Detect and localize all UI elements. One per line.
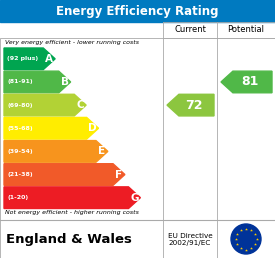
Text: (92 plus): (92 plus) bbox=[7, 56, 38, 61]
Polygon shape bbox=[4, 164, 125, 185]
Polygon shape bbox=[4, 48, 55, 70]
Polygon shape bbox=[167, 94, 214, 116]
Bar bbox=[0, 0, 275, 22]
Polygon shape bbox=[4, 141, 108, 162]
Text: (39-54): (39-54) bbox=[7, 149, 33, 154]
Text: E: E bbox=[98, 146, 105, 156]
Text: Current: Current bbox=[174, 26, 206, 35]
Text: 72: 72 bbox=[185, 99, 203, 112]
Text: Potential: Potential bbox=[227, 26, 265, 35]
Bar bbox=[0, 220, 275, 258]
Text: (21-38): (21-38) bbox=[7, 172, 33, 177]
Text: C: C bbox=[76, 100, 84, 110]
Text: 81: 81 bbox=[241, 75, 259, 88]
Polygon shape bbox=[221, 71, 272, 93]
Text: F: F bbox=[116, 170, 122, 180]
Text: Not energy efficient - higher running costs: Not energy efficient - higher running co… bbox=[5, 210, 139, 215]
Bar bbox=[0, 38, 275, 220]
Text: EU Directive
2002/91/EC: EU Directive 2002/91/EC bbox=[168, 232, 212, 246]
Text: (1-20): (1-20) bbox=[7, 195, 28, 200]
Text: England & Wales: England & Wales bbox=[6, 232, 132, 246]
Text: Very energy efficient - lower running costs: Very energy efficient - lower running co… bbox=[5, 40, 139, 45]
Polygon shape bbox=[4, 94, 86, 116]
Bar bbox=[163, 22, 275, 38]
Text: G: G bbox=[130, 193, 139, 203]
Text: Energy Efficiency Rating: Energy Efficiency Rating bbox=[56, 4, 219, 18]
Text: (69-80): (69-80) bbox=[7, 103, 32, 108]
Polygon shape bbox=[4, 187, 141, 208]
Text: D: D bbox=[88, 123, 97, 133]
Circle shape bbox=[231, 224, 261, 254]
Text: A: A bbox=[45, 54, 53, 64]
Text: B: B bbox=[61, 77, 69, 87]
Polygon shape bbox=[4, 117, 98, 139]
Text: (81-91): (81-91) bbox=[7, 79, 33, 84]
Polygon shape bbox=[4, 71, 71, 93]
Text: (55-68): (55-68) bbox=[7, 126, 33, 131]
